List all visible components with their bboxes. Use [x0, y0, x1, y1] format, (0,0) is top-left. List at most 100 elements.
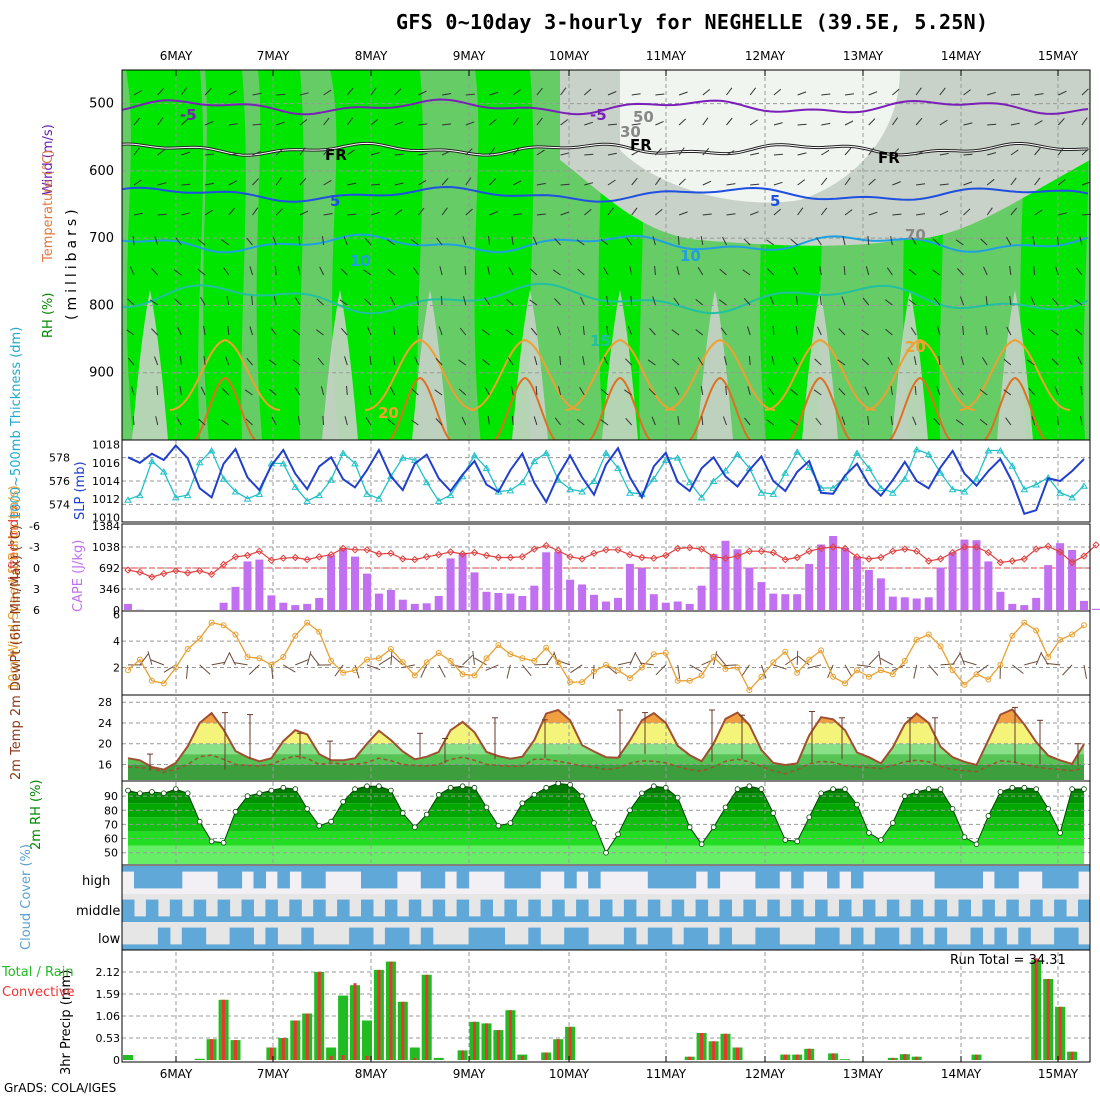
cloud-cover-bar — [994, 866, 1007, 889]
cloud-cover-bar — [600, 944, 613, 950]
wind-barb — [435, 358, 443, 366]
rh-point — [555, 780, 561, 787]
wind-barb — [987, 152, 997, 156]
wind-barb — [390, 296, 396, 306]
cloud-cover-bar — [862, 899, 876, 922]
lifted-index-point — [375, 550, 383, 558]
thickness-point — [924, 450, 933, 458]
wind-barb — [1031, 416, 1036, 426]
cloud-cover-bar — [898, 916, 912, 922]
cloud-cover-bar — [337, 866, 350, 872]
lifted-index-point — [1020, 555, 1029, 563]
wind-barb — [393, 326, 396, 336]
wind-barb — [817, 326, 822, 336]
cloud-cover-bar — [647, 899, 661, 922]
wind-barb — [157, 117, 164, 126]
cloud-cover-bar — [576, 899, 589, 922]
thickness-point — [255, 490, 264, 497]
wind-barb — [394, 209, 403, 216]
rh-dry-plume — [602, 290, 638, 440]
wind-barb — [506, 664, 511, 679]
cloud-cover-bar — [839, 944, 852, 950]
wind-barb — [414, 356, 419, 366]
cloud-cover-bar — [982, 899, 995, 922]
wind-barb — [837, 359, 846, 366]
cloud-cover-bar — [134, 866, 147, 889]
cape-bar — [398, 599, 407, 610]
precip-convective-bar — [461, 1050, 465, 1060]
thickness-point — [673, 454, 682, 461]
temp-tick-label: 24 — [98, 717, 112, 730]
thickness-point — [542, 449, 551, 456]
wind-barb — [630, 295, 633, 306]
wind-barb — [702, 89, 711, 96]
wind-barb — [252, 207, 259, 216]
thickness-point — [303, 497, 312, 504]
cloud-cover-bar — [1042, 944, 1055, 950]
wind-barb — [295, 659, 309, 666]
cloud-cover-bar — [1054, 927, 1067, 950]
wind-barb — [365, 417, 372, 426]
cloud-cover-bar — [540, 866, 553, 872]
cape-bar — [996, 591, 1005, 610]
cloud-cover-bar — [217, 899, 231, 922]
upper-air-panel: 500 600 700 800 900 -5 -5 FR FR FR 5 5 10 10 15 20 20 305… — [89, 70, 1092, 441]
cape-bar — [422, 603, 431, 610]
precip-total-bar — [409, 1047, 420, 1060]
wind-barb — [1058, 212, 1068, 216]
contour-label: 10 — [350, 252, 371, 270]
precip-convective-bar — [568, 1026, 572, 1060]
contour-label: FR — [325, 146, 347, 164]
cape-tick-label: 692 — [99, 562, 120, 575]
cloud-cover-bar — [241, 866, 254, 872]
cloud-cover-bar — [958, 866, 971, 889]
wind-barb — [844, 93, 854, 96]
wind-tick-label: 4 — [113, 635, 120, 648]
wind-speed-point — [1081, 622, 1087, 629]
wind-barb — [512, 147, 520, 156]
contour-label: 10 — [680, 247, 701, 265]
cloud-cover-bar — [791, 944, 804, 950]
cape-bar — [625, 563, 634, 610]
cloud-cover-bar — [193, 866, 207, 872]
cape-bar — [386, 590, 395, 610]
wind-barb — [980, 238, 988, 246]
wind-barb — [252, 151, 261, 156]
cloud-cover-bar — [122, 944, 135, 950]
cape-bar — [912, 598, 921, 610]
wind-speed-point — [136, 656, 143, 663]
cloud-cover-bar — [600, 866, 613, 872]
rh-point — [878, 837, 884, 843]
wind-barb — [489, 118, 497, 126]
lifted-index-point — [219, 560, 228, 569]
wind-barb — [367, 326, 372, 336]
contour-label: 20 — [905, 338, 926, 356]
cloud-cover-bar — [313, 866, 326, 889]
cloud-cover-bar — [325, 866, 338, 872]
thickness-point — [590, 477, 598, 484]
cape-bar — [494, 593, 503, 610]
precip-convective-bar — [210, 1039, 214, 1060]
wind-barb — [796, 650, 799, 665]
cloud-cover-bar — [910, 866, 924, 872]
wind-barb — [344, 356, 348, 366]
cloud-cover-bar — [635, 944, 649, 950]
precip-convective-bar — [365, 1055, 369, 1060]
cloud-cover-bar — [145, 899, 159, 922]
rh-point — [698, 841, 705, 847]
wind-barb — [627, 326, 633, 336]
wind-barb — [200, 297, 206, 306]
wind-speed-point — [710, 654, 717, 660]
wind-barb — [394, 153, 404, 156]
thickness-point — [781, 469, 790, 476]
wind-barb — [299, 177, 307, 186]
cloud-cover-bar — [157, 916, 171, 922]
wind-barb — [513, 213, 523, 216]
precip-convective-bar — [520, 1055, 524, 1060]
wind-barb — [843, 265, 846, 276]
cape-bar — [530, 585, 539, 610]
wind-speed-point — [925, 631, 932, 638]
wind-speed-point — [435, 650, 442, 656]
wind-barb — [647, 359, 656, 366]
